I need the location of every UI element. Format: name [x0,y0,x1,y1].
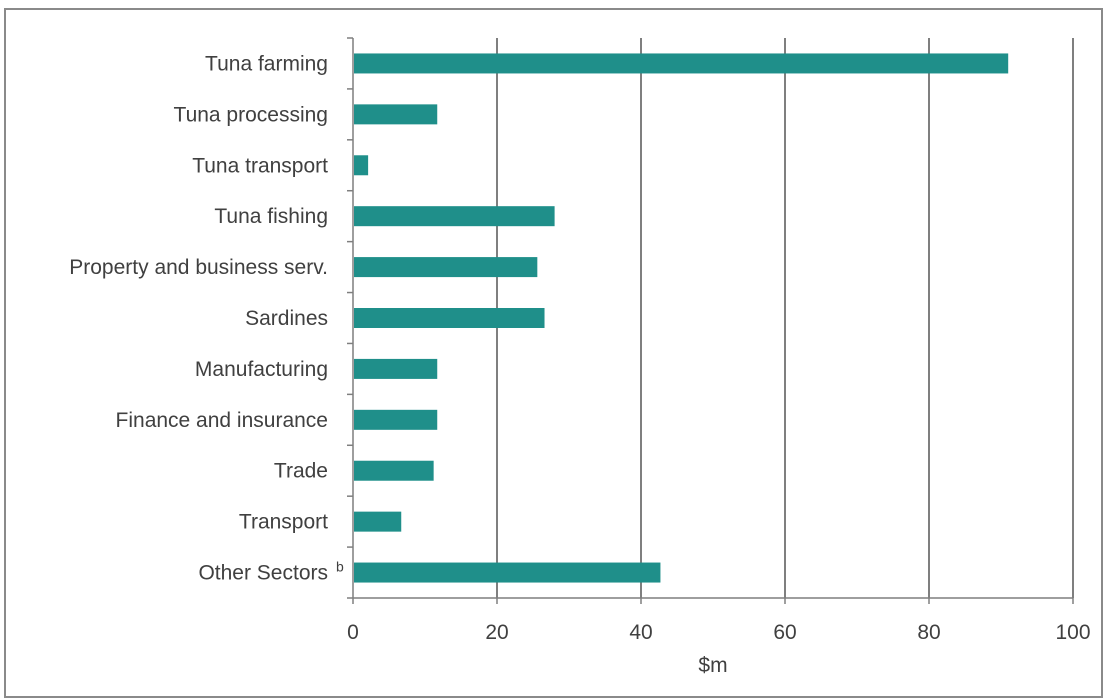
axes [347,37,1074,604]
bar [354,104,438,125]
category-label: Tuna fishing [214,205,328,228]
bar [354,409,438,430]
x-tick-label: 80 [917,621,940,644]
bar [354,460,434,481]
x-tick-label: 40 [629,621,652,644]
bar [354,53,1009,74]
category-label: Property and business serv. [69,256,328,279]
category-label: Tuna transport [192,154,328,177]
bar [354,511,402,532]
bar-chart: Tuna farming Tuna processing Tuna transpor… [69,37,1091,677]
category-label: Transport [239,511,328,534]
tick-labels: 0 20 40 60 80 100 [347,621,1090,644]
category-label: Finance and insurance [116,409,328,432]
category-label: Other Sectors [198,562,328,585]
category-label: Tuna farming [205,52,328,75]
bar [354,358,438,379]
x-tick-label: 60 [773,621,796,644]
category-label: Manufacturing [195,358,328,381]
x-tick-label: 0 [347,621,359,644]
bar [354,308,545,328]
gridlines [496,38,1074,598]
bar [354,206,555,227]
x-tick-label: 20 [485,621,508,644]
x-axis-title: $m [698,654,727,677]
bars [354,53,1009,583]
category-label: Trade [274,460,328,483]
x-tick-label: 100 [1055,621,1090,644]
category-label: Sardines [245,307,328,330]
bar [354,155,369,176]
category-superscript: b [336,559,344,575]
category-label: Tuna processing [174,103,328,126]
bar [354,562,661,583]
category-labels: Tuna farming Tuna processing Tuna transpor… [69,52,344,584]
bar [354,257,538,278]
